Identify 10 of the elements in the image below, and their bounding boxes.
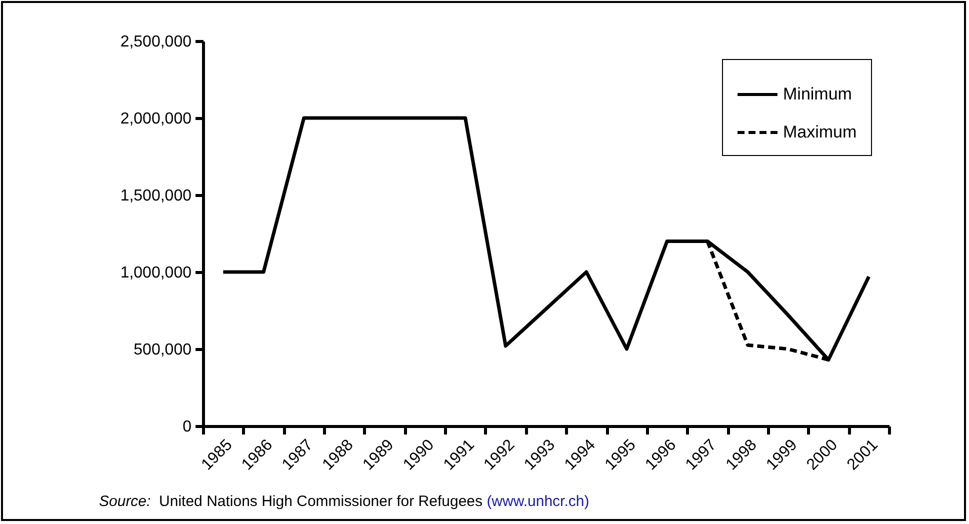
legend-label: Minimum — [783, 84, 852, 104]
legend-label: Maximum — [783, 122, 857, 142]
y-tick-label: 2,500,000 — [120, 34, 192, 50]
y-tick-label: 1,000,000 — [120, 264, 192, 282]
y-tick-label: 2,000,000 — [120, 110, 192, 128]
y-tick-label: 500,000 — [134, 342, 192, 358]
line-series — [221, 116, 871, 362]
y-tick-label: 0 — [182, 418, 192, 436]
source-note: Source: United Nations High Commissioner for Refugees (www.unhcr.ch) — [99, 493, 590, 510]
y-tick-label: 1,500,000 — [120, 188, 192, 204]
